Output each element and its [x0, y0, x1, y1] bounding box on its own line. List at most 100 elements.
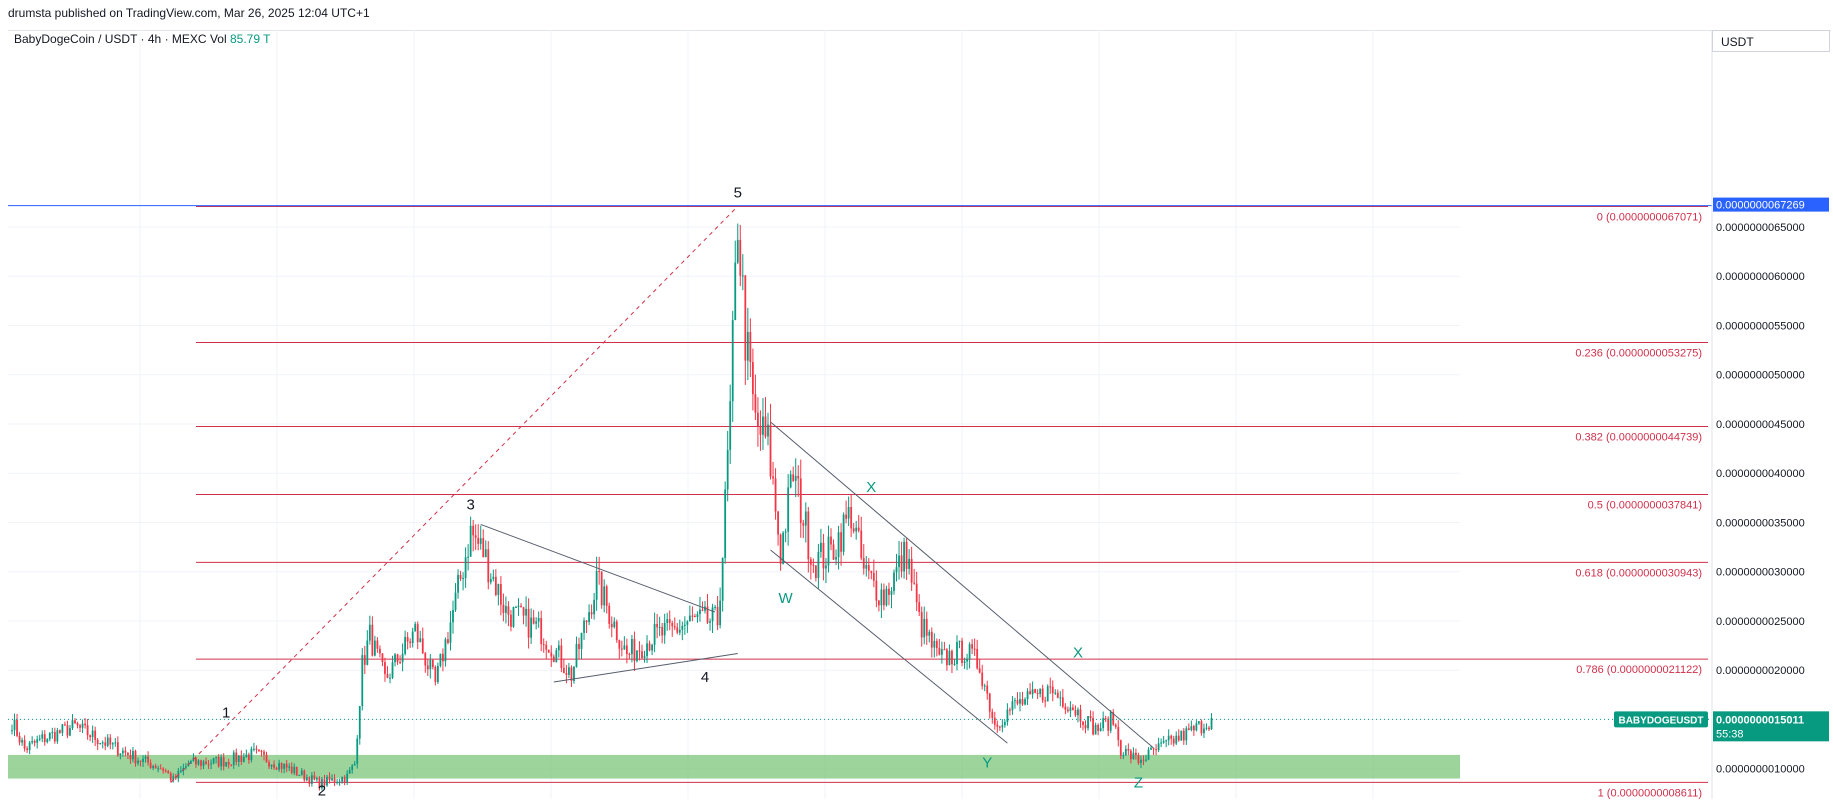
candle-body[interactable]: [147, 756, 149, 763]
candle-body[interactable]: [986, 685, 989, 694]
candle-body[interactable]: [573, 666, 575, 682]
candle-body[interactable]: [43, 734, 46, 743]
candle-body[interactable]: [444, 639, 447, 662]
candle-body[interactable]: [883, 589, 885, 606]
candle-body[interactable]: [363, 655, 366, 665]
candle-body[interactable]: [1084, 725, 1087, 729]
candle-body[interactable]: [1187, 728, 1190, 730]
chart-frame[interactable]: [8, 30, 1831, 800]
candle-body[interactable]: [900, 555, 903, 572]
candle-body[interactable]: [351, 765, 354, 771]
candle-body[interactable]: [361, 655, 364, 707]
candle-body[interactable]: [1044, 700, 1047, 702]
candle-body[interactable]: [976, 649, 979, 669]
trendline-triangle-lower[interactable]: [553, 652, 738, 683]
candle-body[interactable]: [1177, 735, 1180, 741]
candle-body[interactable]: [190, 761, 192, 764]
candle-body[interactable]: [341, 777, 344, 782]
candle-body[interactable]: [812, 564, 815, 566]
candle-body[interactable]: [1109, 712, 1112, 731]
candle-body[interactable]: [134, 750, 137, 764]
candle-body[interactable]: [184, 766, 187, 768]
candle-body[interactable]: [880, 589, 883, 606]
candle-body[interactable]: [1054, 692, 1057, 694]
candle-body[interactable]: [442, 653, 444, 662]
candle-body[interactable]: [875, 580, 878, 601]
candle-body[interactable]: [734, 262, 737, 321]
candle-body[interactable]: [814, 565, 817, 579]
candle-body[interactable]: [1066, 709, 1069, 712]
candle-body[interactable]: [928, 631, 931, 636]
candle-body[interactable]: [394, 654, 396, 663]
candle-body[interactable]: [1142, 759, 1145, 761]
candle-body[interactable]: [1099, 728, 1102, 731]
candle-body[interactable]: [762, 416, 764, 435]
candle-body[interactable]: [414, 624, 417, 632]
candle-body[interactable]: [792, 474, 795, 481]
candle-body[interactable]: [406, 637, 409, 642]
candle-body[interactable]: [492, 576, 495, 579]
candle-body[interactable]: [1082, 721, 1084, 726]
candle-body[interactable]: [260, 750, 263, 752]
candle-body[interactable]: [426, 665, 429, 670]
candle-body[interactable]: [142, 758, 144, 762]
candle-body[interactable]: [11, 730, 13, 732]
candle-body[interactable]: [1046, 686, 1049, 702]
candle-body[interactable]: [913, 582, 916, 584]
candle-body[interactable]: [336, 782, 338, 784]
candle-body[interactable]: [1006, 709, 1009, 722]
candle-body[interactable]: [706, 606, 709, 623]
candle-body[interactable]: [323, 778, 326, 786]
candle-body[interactable]: [794, 475, 797, 481]
candle-body[interactable]: [845, 514, 848, 519]
candle-body[interactable]: [1145, 759, 1147, 761]
candle-body[interactable]: [774, 478, 777, 512]
candle-body[interactable]: [33, 741, 36, 743]
candle-body[interactable]: [200, 760, 202, 766]
candle-body[interactable]: [830, 536, 832, 545]
candle-body[interactable]: [736, 239, 739, 263]
candle-body[interactable]: [1039, 688, 1042, 694]
candle-body[interactable]: [656, 623, 659, 628]
candle-body[interactable]: [757, 412, 759, 426]
candle-body[interactable]: [462, 578, 464, 580]
candle-body[interactable]: [530, 617, 533, 638]
candle-body[interactable]: [562, 667, 565, 673]
candle-body[interactable]: [925, 618, 928, 636]
candle-body[interactable]: [149, 762, 152, 768]
candle-body[interactable]: [172, 776, 175, 781]
candle-body[interactable]: [1160, 742, 1163, 744]
candle-body[interactable]: [719, 600, 722, 626]
candle-body[interactable]: [23, 740, 26, 749]
candle-body[interactable]: [220, 757, 223, 767]
candle-body[interactable]: [746, 332, 749, 361]
candle-body[interactable]: [817, 551, 820, 579]
candle-body[interactable]: [948, 650, 951, 666]
candle-body[interactable]: [552, 656, 555, 663]
candle-body[interactable]: [520, 605, 522, 608]
candle-body[interactable]: [505, 606, 507, 613]
candle-body[interactable]: [832, 544, 835, 560]
candle-body[interactable]: [275, 767, 278, 770]
candle-body[interactable]: [1137, 755, 1140, 764]
candle-body[interactable]: [860, 530, 863, 559]
candle-body[interactable]: [905, 541, 908, 569]
candle-body[interactable]: [588, 612, 590, 623]
candle-body[interactable]: [253, 748, 255, 750]
candle-body[interactable]: [683, 624, 686, 626]
candle-body[interactable]: [721, 557, 724, 601]
symbol-legend[interactable]: BabyDogeCoin / USDT · 4h · MEXC Vol 85.7…: [14, 32, 271, 46]
candle-body[interactable]: [1119, 740, 1122, 756]
candle-body[interactable]: [235, 752, 238, 762]
candle-body[interactable]: [167, 771, 170, 774]
candle-body[interactable]: [1011, 701, 1014, 711]
candle-body[interactable]: [711, 607, 714, 622]
candle-body[interactable]: [86, 725, 89, 736]
candle-body[interactable]: [885, 588, 888, 606]
candle-body[interactable]: [230, 764, 233, 766]
candle-body[interactable]: [870, 570, 873, 573]
candle-body[interactable]: [666, 619, 669, 623]
candle-body[interactable]: [308, 777, 311, 784]
candle-body[interactable]: [1089, 716, 1092, 719]
